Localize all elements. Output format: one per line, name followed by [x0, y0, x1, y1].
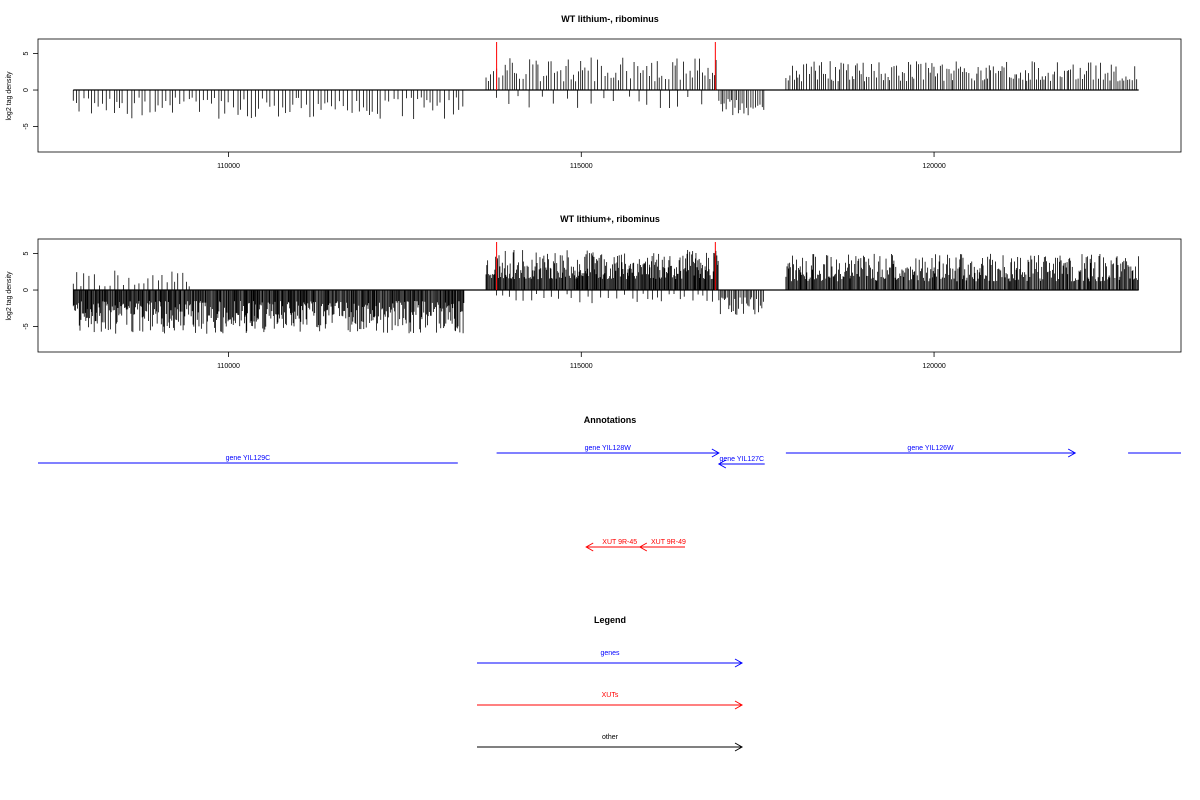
- panel1-axes: 110000 115000 120000 -5 0 5: [23, 52, 946, 170]
- panel2-bars: [72, 242, 1139, 334]
- y-tick-label: 5: [23, 252, 30, 256]
- gene-label: gene YIL127C: [719, 456, 764, 463]
- legend-title: Legend: [594, 615, 626, 625]
- gene-arrowhead: [717, 459, 727, 469]
- x-tick-label: 120000: [922, 363, 945, 370]
- xut-arrowhead: [585, 542, 594, 552]
- gene-arrowhead: [1067, 448, 1077, 458]
- xut-label: XUT 9R-49: [651, 539, 686, 546]
- xut-label: XUT 9R-45: [602, 539, 637, 546]
- legend-other-arrowhead: [734, 742, 744, 752]
- panel2-ylabel: log2 tag density: [6, 271, 13, 321]
- gene-label: gene YIL126W: [907, 445, 954, 452]
- panel1-bars: [72, 42, 1139, 120]
- x-tick-label: 115000: [570, 163, 593, 170]
- legend-label: genes: [600, 650, 620, 657]
- panel-lithium-minus: WT lithium-, ribominus 110000 115000 12000…: [6, 14, 1182, 170]
- legend-section: Legend genes XUTs other: [477, 615, 744, 752]
- xut-track: XUT 9R-45 XUT 9R-49: [585, 539, 686, 552]
- panel1-ylabel: log2 tag density: [6, 71, 13, 121]
- x-tick-label: 115000: [570, 363, 593, 370]
- panel1-frame: [37, 38, 1182, 153]
- panel2-title: WT lithium+, ribominus: [560, 214, 660, 224]
- y-tick-label: -5: [23, 123, 30, 129]
- legend-items: genes XUTs other: [477, 650, 744, 752]
- xut-arrowhead: [638, 542, 648, 552]
- panel1-title: WT lithium-, ribominus: [561, 14, 659, 24]
- y-tick-label: 5: [23, 52, 30, 56]
- gene-label: gene YIL128W: [585, 445, 632, 452]
- legend-label: XUTs: [602, 692, 619, 699]
- gene-track: gene YIL129C gene YIL128W gene YIL127C gene…: [38, 445, 1181, 469]
- gene-arrowhead: [711, 448, 720, 458]
- x-tick-label: 110000: [217, 363, 240, 370]
- legend-genes-arrowhead: [734, 658, 744, 668]
- panel2-frame: [37, 238, 1182, 353]
- y-tick-label: 0: [23, 88, 30, 92]
- panel-lithium-plus: WT lithium+, ribominus 110000 115000 12000…: [6, 214, 1182, 370]
- legend-XUTs-arrowhead: [734, 700, 744, 710]
- x-tick-label: 110000: [217, 163, 240, 170]
- x-tick-label: 120000: [922, 163, 945, 170]
- legend-label: other: [602, 734, 619, 741]
- panel2-axes: 110000 115000 120000 -5 0 5: [23, 252, 946, 370]
- gene-label: gene YIL129C: [226, 455, 271, 462]
- y-tick-label: -5: [23, 323, 30, 329]
- annotations-title: Annotations: [584, 415, 637, 425]
- y-tick-label: 0: [23, 288, 30, 292]
